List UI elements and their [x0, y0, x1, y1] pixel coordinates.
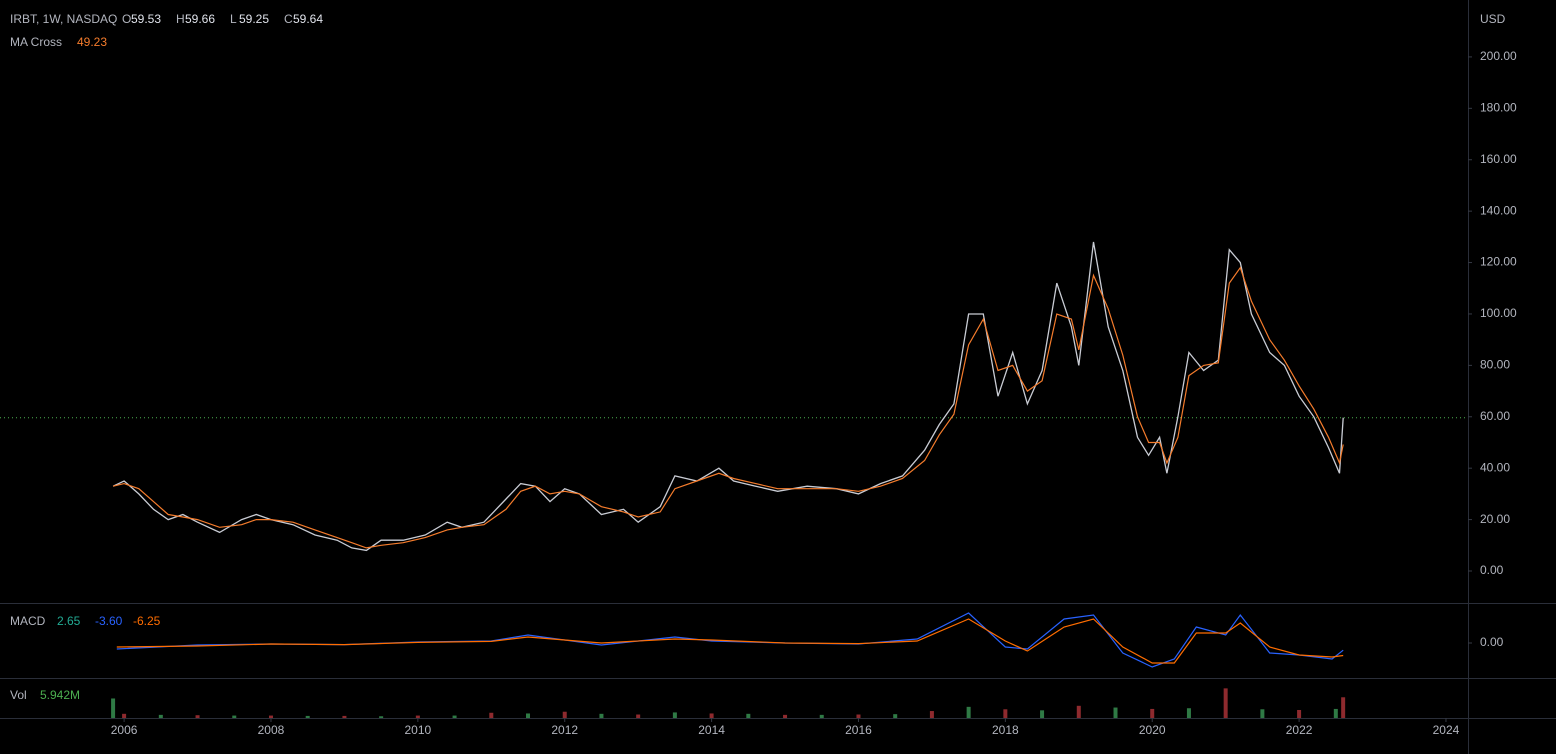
- y-tick-label: 180.00: [1480, 101, 1517, 115]
- volume-bar: [526, 713, 531, 718]
- ohlc-label: L: [230, 12, 237, 26]
- series-line: [116, 618, 1344, 664]
- x-tick-label: 2008: [258, 723, 285, 737]
- y-tick-label: 0.00: [1480, 563, 1504, 577]
- volume-bar: [1150, 708, 1155, 718]
- symbol-title: IRBT, 1W, NASDAQ: [10, 12, 117, 26]
- volume-bar: [305, 715, 310, 718]
- y-tick-label: 200.00: [1480, 49, 1517, 63]
- x-tick-label: 2024: [1433, 723, 1460, 737]
- volume-label: Vol: [10, 688, 27, 702]
- macd-readout: 2.65: [57, 614, 81, 628]
- x-tick-label: 2014: [698, 723, 725, 737]
- y-tick-label: 140.00: [1480, 203, 1517, 217]
- volume-bar: [599, 713, 604, 718]
- volume-bar: [1113, 707, 1118, 718]
- volume-bar: [122, 713, 127, 718]
- volume-bar: [1003, 709, 1008, 718]
- volume-bar: [1076, 705, 1081, 718]
- volume-bar: [966, 706, 971, 718]
- volume-bar: [489, 712, 494, 718]
- y-tick-label: 100.00: [1480, 306, 1517, 320]
- y-tick-label: 20.00: [1480, 512, 1510, 526]
- ohlc-value: 59.64: [293, 12, 323, 26]
- volume-bar: [1297, 709, 1302, 718]
- volume-bar: [893, 714, 898, 718]
- volume-bar: [636, 714, 641, 718]
- volume-bar: [379, 716, 384, 718]
- y-tick-label: 160.00: [1480, 152, 1517, 166]
- ohlc-value: 59.53: [131, 12, 161, 26]
- x-tick-label: 2010: [405, 723, 432, 737]
- y-tick-label: 60.00: [1480, 409, 1510, 423]
- volume-bar: [709, 713, 714, 718]
- volume-bar: [415, 715, 420, 718]
- ma-readout: 49.23: [77, 35, 107, 49]
- y-tick-label: 40.00: [1480, 460, 1510, 474]
- volume-bar: [232, 715, 237, 718]
- volume-bar: [342, 715, 347, 718]
- y-tick-label: 120.00: [1480, 255, 1517, 269]
- ohlc-value: 59.66: [185, 12, 215, 26]
- macd-label: MACD: [10, 614, 46, 628]
- x-tick-label: 2018: [992, 723, 1019, 737]
- currency: USD: [1480, 12, 1506, 26]
- x-tick-label: 2022: [1286, 723, 1313, 737]
- volume-readout: 5.942M: [40, 688, 80, 702]
- volume-bar: [746, 713, 751, 718]
- volume-bar: [1223, 688, 1228, 718]
- y-tick-label: 0.00: [1480, 635, 1504, 649]
- volume-bar: [1186, 708, 1191, 718]
- volume-bar: [268, 715, 273, 718]
- volume-bar: [929, 711, 934, 718]
- ma-label: MA Cross: [10, 35, 62, 49]
- x-tick-label: 2006: [111, 723, 138, 737]
- volume-bar: [195, 715, 200, 718]
- ohlc-label: H: [176, 12, 185, 26]
- volume-bar: [111, 698, 116, 718]
- y-tick-label: 80.00: [1480, 358, 1510, 372]
- volume-bar: [562, 711, 567, 718]
- x-tick-label: 2012: [551, 723, 578, 737]
- volume-bar: [819, 714, 824, 718]
- volume-bar: [856, 714, 861, 718]
- volume-bar: [452, 715, 457, 718]
- ohlc-label: O: [122, 12, 131, 26]
- volume-bar: [1040, 710, 1045, 718]
- series-line: [112, 266, 1344, 549]
- volume-bar: [783, 714, 788, 718]
- volume-bar: [672, 712, 677, 718]
- macd-readout: -3.60: [95, 614, 123, 628]
- x-tick-label: 2020: [1139, 723, 1166, 737]
- x-tick-label: 2016: [845, 723, 872, 737]
- volume-bar: [158, 714, 163, 718]
- ohlc-label: C: [284, 12, 293, 26]
- volume-bar: [1341, 697, 1346, 718]
- ohlc-value: 59.25: [239, 12, 269, 26]
- volume-bar: [1260, 709, 1265, 718]
- macd-readout: -6.25: [133, 614, 161, 628]
- volume-bar: [1333, 708, 1338, 718]
